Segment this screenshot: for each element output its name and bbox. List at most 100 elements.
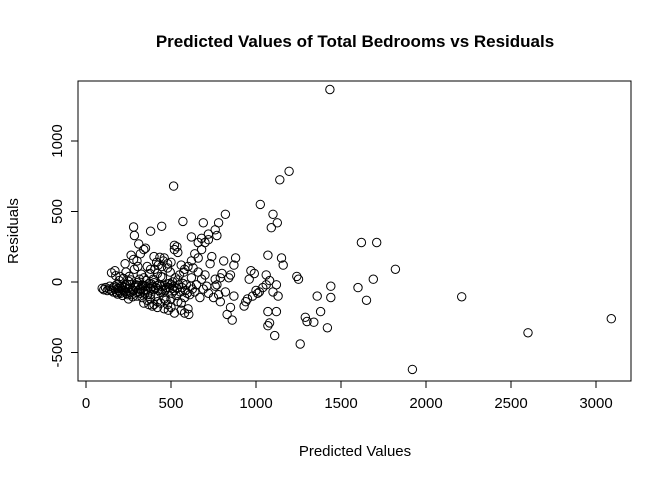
data-point xyxy=(195,292,205,303)
data-point xyxy=(111,287,122,298)
data-point xyxy=(309,317,319,327)
data-point xyxy=(271,280,282,290)
data-point xyxy=(193,237,203,248)
data-point xyxy=(326,281,336,291)
data-point xyxy=(272,218,282,228)
data-point xyxy=(198,218,209,228)
data-point xyxy=(133,261,143,272)
data-point xyxy=(172,242,182,252)
y-tick-label: 0 xyxy=(49,278,66,286)
data-point xyxy=(178,216,188,227)
x-tick-label: 1500 xyxy=(324,395,357,412)
data-point xyxy=(139,298,149,308)
data-point xyxy=(145,294,156,304)
data-point xyxy=(151,282,161,293)
data-point xyxy=(215,297,226,307)
data-point xyxy=(284,166,294,177)
data-point xyxy=(134,239,144,249)
data-point xyxy=(325,84,335,95)
data-point xyxy=(159,253,169,263)
data-point xyxy=(166,302,176,313)
data-point xyxy=(155,252,165,262)
data-point xyxy=(268,209,278,220)
data-point xyxy=(210,281,220,291)
data-point xyxy=(258,282,268,293)
data-point xyxy=(149,299,159,310)
data-point xyxy=(179,264,190,274)
data-point xyxy=(210,274,220,284)
data-point xyxy=(129,264,140,274)
data-point xyxy=(173,297,183,307)
data-point xyxy=(208,292,219,303)
data-point xyxy=(207,251,217,262)
data-point xyxy=(179,308,190,318)
data-point xyxy=(142,261,152,272)
data-point xyxy=(242,294,253,304)
data-point xyxy=(293,274,304,284)
data-point xyxy=(184,309,194,320)
data-point xyxy=(190,287,200,297)
data-point xyxy=(149,251,159,262)
data-point xyxy=(144,278,154,289)
data-point xyxy=(312,291,322,301)
x-tick-label: 1000 xyxy=(239,395,272,412)
data-point xyxy=(253,288,263,298)
data-point xyxy=(145,283,156,293)
data-point xyxy=(246,266,256,276)
data-point xyxy=(295,339,305,349)
data-point xyxy=(219,256,229,266)
data-point xyxy=(264,275,275,286)
data-point xyxy=(203,235,214,245)
data-point xyxy=(193,253,203,263)
data-point xyxy=(229,260,239,270)
data-point xyxy=(407,364,418,375)
data-point xyxy=(361,295,372,305)
data-point xyxy=(173,275,183,285)
data-point xyxy=(140,243,151,253)
data-point xyxy=(157,261,167,272)
data-points xyxy=(97,84,616,375)
data-point xyxy=(457,292,467,302)
data-point xyxy=(241,297,251,307)
data-point xyxy=(168,181,179,191)
data-point xyxy=(166,257,176,267)
data-point xyxy=(161,295,171,305)
data-point xyxy=(200,270,210,280)
data-point xyxy=(255,199,265,210)
x-tick-label: 2500 xyxy=(494,395,527,412)
x-axis-label: Predicted Values xyxy=(299,443,411,460)
data-point xyxy=(292,271,302,282)
data-point xyxy=(247,291,258,301)
data-point xyxy=(213,290,224,300)
data-point xyxy=(263,250,273,260)
y-tick-label: 500 xyxy=(49,199,66,224)
chart-title: Predicted Values of Total Bedrooms vs Re… xyxy=(156,32,554,51)
data-point xyxy=(183,261,193,272)
data-point xyxy=(120,259,130,269)
data-point xyxy=(191,280,202,290)
data-point xyxy=(212,230,222,241)
y-axis-label: Residuals xyxy=(5,198,22,264)
data-point xyxy=(128,222,139,232)
data-point xyxy=(353,282,363,293)
x-axis: 0 500 1000 1500 2000 2500 3000 xyxy=(82,380,613,412)
data-point xyxy=(322,323,333,333)
data-point xyxy=(134,280,144,291)
data-point xyxy=(154,285,164,296)
data-point xyxy=(523,328,533,338)
x-tick-label: 500 xyxy=(158,395,183,412)
data-point xyxy=(169,308,180,318)
data-point xyxy=(132,287,142,298)
data-point xyxy=(244,274,254,284)
data-point xyxy=(129,230,140,241)
data-point xyxy=(156,271,166,282)
data-point xyxy=(152,268,163,279)
data-point xyxy=(186,273,197,283)
y-tick-label: -500 xyxy=(49,337,66,367)
data-point xyxy=(164,282,175,293)
data-point xyxy=(157,221,167,232)
data-point xyxy=(261,270,271,280)
y-axis: -500 0 500 1000 xyxy=(49,124,79,368)
plot-frame xyxy=(77,80,632,382)
data-point xyxy=(162,299,173,310)
